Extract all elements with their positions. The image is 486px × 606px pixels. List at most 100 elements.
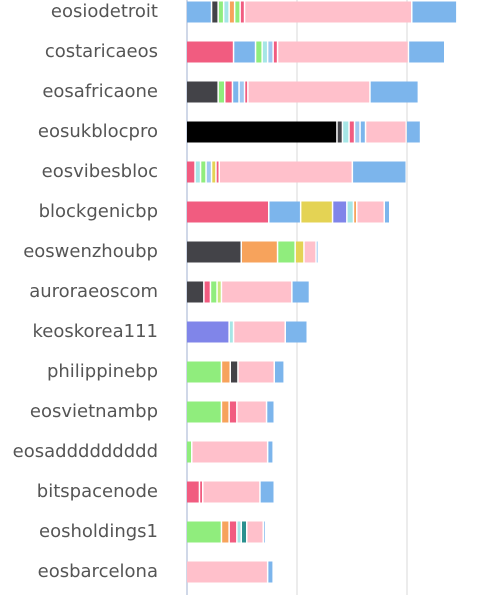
bar-segment	[409, 41, 444, 63]
bar-segment	[268, 561, 273, 583]
bar-segment	[231, 361, 238, 383]
bar-segment	[304, 241, 316, 263]
bar-segment	[353, 161, 406, 183]
bar-segment	[187, 121, 337, 143]
bar-segment	[211, 281, 217, 303]
bar-segment	[234, 41, 255, 63]
bar-segment	[337, 121, 342, 143]
bar-segment	[217, 281, 221, 303]
y-tick-label: eosvibesbloc	[42, 161, 158, 182]
bar-segment	[292, 281, 309, 303]
bar-segment	[245, 81, 248, 103]
bar-segment	[187, 321, 229, 343]
bar-segment	[187, 281, 204, 303]
bar-segment	[260, 481, 274, 503]
bar-segment	[222, 281, 292, 303]
y-tick-label: eosholdings1	[39, 521, 158, 542]
bar-segment	[237, 401, 266, 423]
bar-segment	[187, 201, 268, 223]
bar-segment	[187, 81, 218, 103]
bar-segment	[357, 201, 384, 223]
bar-segment	[333, 201, 347, 223]
bar-segment	[187, 1, 211, 23]
bar-segment	[316, 241, 318, 263]
bar-segment	[347, 201, 353, 223]
bar-segment	[245, 1, 411, 23]
bar-segment	[239, 81, 244, 103]
bar-segment	[407, 121, 420, 143]
bar-segment	[343, 121, 349, 143]
bar-segment	[222, 521, 229, 543]
bar-segment	[200, 481, 202, 503]
y-tick-label: costaricaeos	[45, 41, 158, 62]
bar-segment	[201, 161, 206, 183]
y-tick-label: keoskorea111	[32, 321, 158, 342]
bar-segment	[212, 1, 218, 23]
bar-segment	[216, 161, 219, 183]
bar-segment	[233, 81, 239, 103]
bar-segment	[349, 121, 354, 143]
bar-segment	[267, 401, 274, 423]
bar-segment	[237, 521, 241, 543]
bar-segment	[203, 481, 260, 503]
bar-segment	[355, 121, 360, 143]
y-tick-label: bitspacenode	[37, 481, 158, 502]
bar-segment	[360, 121, 365, 143]
y-tick-label: eosafricaone	[42, 81, 158, 102]
bar-segment	[242, 521, 246, 543]
y-tick-label: eosiodetroit	[51, 1, 158, 22]
bar-segment	[234, 321, 285, 343]
bar-segment	[412, 1, 457, 23]
bar-segment	[218, 1, 223, 23]
bar-segment	[212, 161, 216, 183]
bar-segment	[220, 161, 352, 183]
bar-segment	[187, 481, 199, 503]
bar-segment	[229, 401, 237, 423]
bar-segment	[268, 41, 273, 63]
bar-segment	[218, 81, 224, 103]
bar-segment	[187, 441, 191, 463]
bar-segment	[242, 241, 277, 263]
bar-segment	[256, 41, 262, 63]
bar-segment	[238, 361, 274, 383]
bar-segment	[278, 41, 408, 63]
bar-segment	[229, 521, 237, 543]
bar-segment	[204, 281, 210, 303]
bar-segment	[192, 441, 267, 463]
bar-segment	[206, 161, 211, 183]
y-tick-label: eosvietnambp	[30, 401, 158, 422]
bar-segment	[275, 361, 284, 383]
bar-segment	[264, 521, 265, 543]
bar-segment	[269, 201, 300, 223]
bar-segment	[366, 121, 406, 143]
bar-segment	[268, 441, 273, 463]
bar-segment	[187, 521, 221, 543]
bar-segment	[222, 361, 230, 383]
y-tick-label: eosbarcelona	[38, 561, 158, 582]
y-tick-label: philippinebp	[47, 361, 158, 382]
bar-segment	[224, 1, 229, 23]
bar-segment	[248, 81, 370, 103]
bar-segment	[187, 561, 267, 583]
bar-segment	[187, 401, 221, 423]
bar-segment	[225, 81, 232, 103]
bar-segment	[187, 41, 233, 63]
y-tick-label: blockgenicbp	[39, 201, 158, 222]
bar-segment	[286, 321, 307, 343]
bar-segment	[301, 201, 332, 223]
bar-segment	[273, 41, 277, 63]
bar-segment	[295, 241, 304, 263]
bar-segment	[235, 1, 240, 23]
bar-segment	[187, 241, 241, 263]
bar-segment	[354, 201, 356, 223]
bar-segment	[229, 321, 233, 343]
bar-segment	[229, 1, 234, 23]
bar-segment	[187, 161, 195, 183]
y-tick-label: eosaddddddddd	[13, 441, 158, 462]
y-tick-label: auroraeoscom	[29, 281, 158, 302]
y-tick-label: eosukblocpro	[38, 121, 158, 142]
bar-segment	[385, 201, 389, 223]
bar-segment	[370, 81, 418, 103]
